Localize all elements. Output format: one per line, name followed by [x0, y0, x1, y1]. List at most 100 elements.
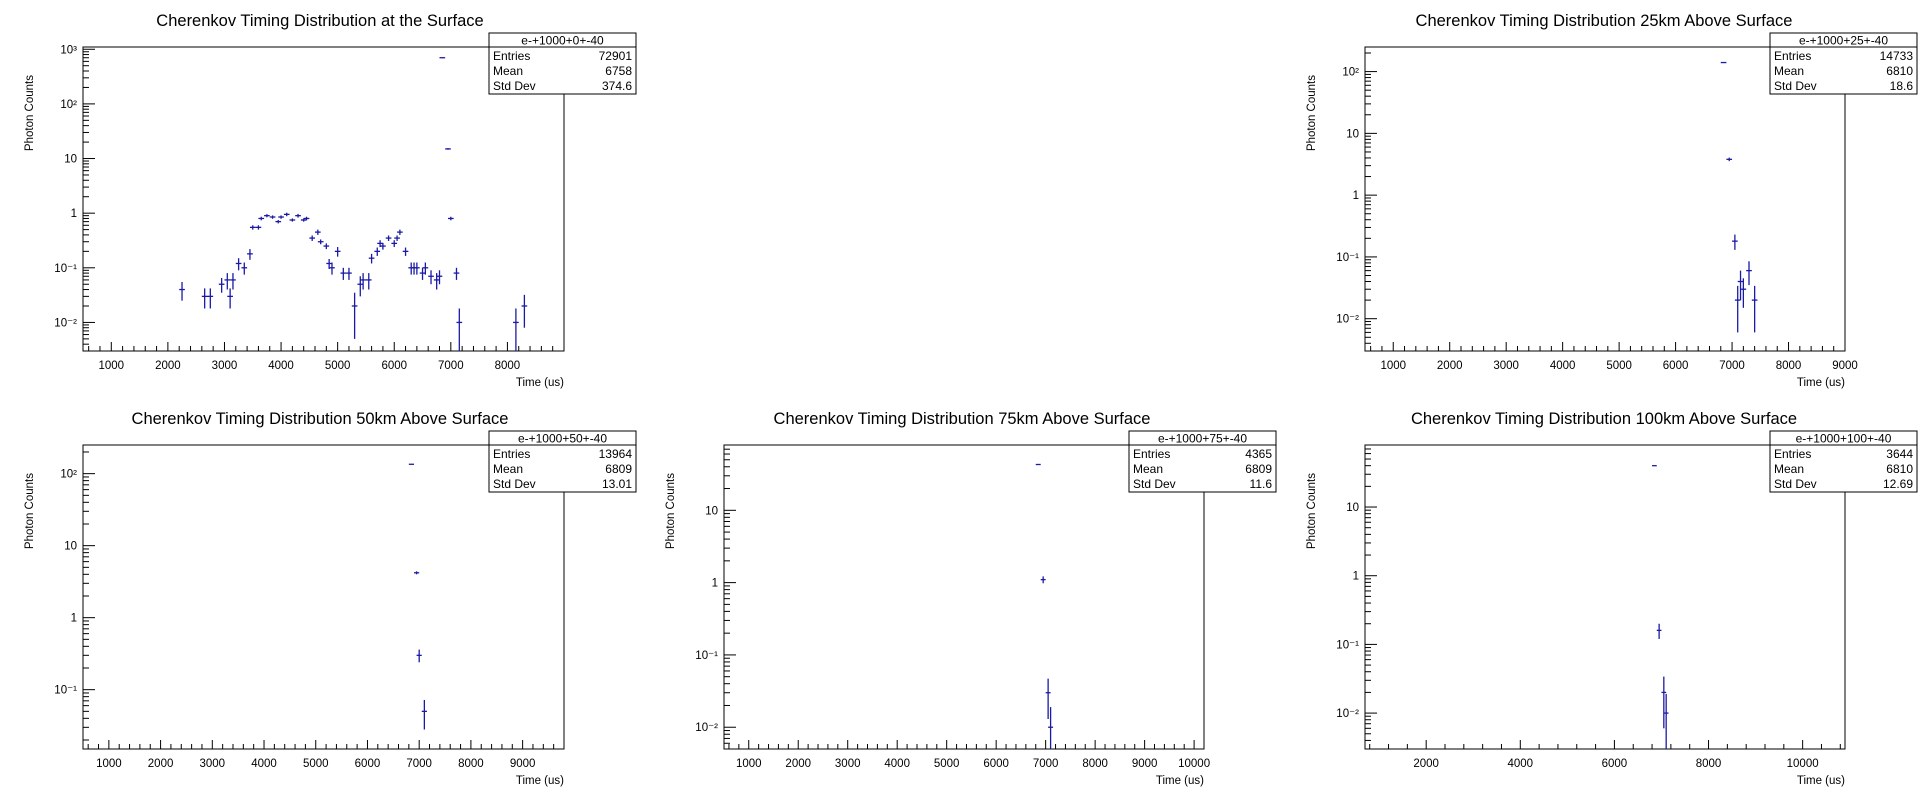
- histogram-panel-3: Cherenkov Timing Distribution 50km Above…: [24, 410, 637, 787]
- data-point: [1656, 623, 1662, 639]
- data-point: [445, 148, 451, 150]
- stats-std-dev-label: Std Dev: [1133, 477, 1176, 491]
- histogram-panel-1: Cherenkov Timing Distribution at the Sur…: [24, 12, 637, 389]
- data-point: [334, 247, 341, 257]
- stats-histogram-name: e-+1000+75+-40: [1158, 432, 1247, 446]
- data-point: [394, 235, 400, 241]
- stats-histogram-name: e-+1000+25+-40: [1799, 34, 1888, 48]
- stats-mean-value: 6809: [1245, 462, 1272, 476]
- x-tick-label: 2000: [148, 758, 174, 770]
- stats-box-frame: [488, 430, 637, 493]
- data-point: [303, 216, 310, 221]
- x-axis-label: Time (us): [1797, 775, 1845, 787]
- data-point: [283, 212, 290, 217]
- y-tick-label: 10²: [1342, 67, 1359, 79]
- stats-histogram-name: e-+1000+100+-40: [1796, 432, 1892, 446]
- data-point: [422, 262, 429, 275]
- x-tick-label: 6000: [1663, 360, 1689, 372]
- stats-box-frame: [1769, 430, 1918, 493]
- y-tick-label: 1: [712, 578, 718, 590]
- histogram-panel-4: Cherenkov Timing Distribution 75km Above…: [665, 410, 1277, 787]
- data-point: [1045, 678, 1051, 719]
- x-tick-label: 1000: [1380, 360, 1406, 372]
- y-tick-label: 10: [1346, 128, 1359, 140]
- stats-mean-value: 6809: [605, 462, 632, 476]
- data-point: [380, 242, 386, 250]
- chart-title: Cherenkov Timing Distribution at the Sur…: [156, 12, 483, 30]
- y-tick-label: 1: [1353, 190, 1359, 202]
- data-point: [1048, 707, 1054, 749]
- x-tick-label: 5000: [325, 360, 351, 372]
- data-point: [456, 308, 463, 351]
- data-point: [269, 215, 276, 219]
- x-tick-label: 10000: [1787, 758, 1819, 770]
- data-point: [416, 649, 422, 663]
- plot-frame: [82, 46, 565, 352]
- stats-entries-label: Entries: [1774, 447, 1811, 461]
- stats-std-dev-label: Std Dev: [493, 79, 536, 93]
- data-point: [230, 273, 236, 290]
- x-tick-label: 3000: [835, 758, 861, 770]
- data-point: [179, 281, 185, 301]
- data-point: [315, 229, 321, 235]
- histogram-panel-2: Cherenkov Timing Distribution 25km Above…: [1306, 12, 1918, 389]
- data-point: [374, 247, 381, 256]
- data-point: [275, 219, 282, 224]
- data-point: [1732, 234, 1738, 250]
- stats-entries-value: 3644: [1886, 447, 1913, 461]
- y-tick-label: 10⁻¹: [695, 650, 718, 662]
- x-tick-label: 8000: [1696, 758, 1722, 770]
- x-tick-label: 1000: [98, 360, 124, 372]
- x-axis-label: Time (us): [516, 775, 564, 787]
- stats-mean-label: Mean: [493, 64, 523, 78]
- y-tick-label: 1: [71, 613, 77, 625]
- data-point: [224, 273, 231, 290]
- data-point: [346, 267, 352, 280]
- x-tick-label: 3000: [212, 360, 238, 372]
- x-tick-label: 8000: [1776, 360, 1802, 372]
- data-point: [397, 229, 403, 235]
- x-tick-label: 4000: [1550, 360, 1576, 372]
- data-point: [227, 288, 233, 309]
- stats-entries-value: 14733: [1880, 49, 1914, 63]
- x-tick-label: 7000: [438, 360, 464, 372]
- x-tick-label: 4000: [251, 758, 277, 770]
- histogram-panel-5: Cherenkov Timing Distribution 100km Abov…: [1306, 410, 1918, 787]
- x-tick-label: 2000: [785, 758, 811, 770]
- data-point: [258, 216, 265, 221]
- stats-entries-label: Entries: [1774, 49, 1811, 63]
- data-point: [264, 214, 270, 218]
- y-axis-label: Photon Counts: [24, 473, 36, 549]
- y-tick-label: 10⁻²: [54, 317, 77, 329]
- x-tick-label: 3000: [1493, 360, 1519, 372]
- plot-frame: [82, 444, 565, 750]
- y-tick-label: 10: [1346, 502, 1359, 514]
- stats-box-frame: [1769, 32, 1918, 95]
- chart-title: Cherenkov Timing Distribution 75km Above…: [774, 410, 1151, 428]
- chart-title: Cherenkov Timing Distribution 100km Abov…: [1411, 410, 1797, 428]
- y-axis-label: Photon Counts: [24, 75, 36, 151]
- data-point: [428, 270, 434, 285]
- data-point: [255, 225, 262, 230]
- data-point: [453, 267, 460, 280]
- data-point: [247, 249, 253, 260]
- stats-mean-label: Mean: [493, 462, 523, 476]
- data-point: [433, 273, 440, 290]
- y-tick-label: 10⁻²: [1336, 314, 1359, 326]
- y-tick-label: 1: [1353, 571, 1359, 583]
- data-point: [201, 288, 208, 309]
- data-point: [329, 262, 335, 275]
- stats-std-dev-value: 18.6: [1890, 79, 1914, 93]
- data-point: [249, 225, 256, 230]
- y-tick-label: 10⁻²: [1336, 708, 1359, 720]
- y-tick-label: 10²: [60, 469, 77, 481]
- chart-title: Cherenkov Timing Distribution 50km Above…: [132, 410, 509, 428]
- data-point: [1737, 270, 1744, 301]
- x-axis-label: Time (us): [1797, 377, 1845, 389]
- data-point: [278, 215, 284, 219]
- data-point: [218, 278, 225, 293]
- x-tick-label: 10000: [1178, 758, 1210, 770]
